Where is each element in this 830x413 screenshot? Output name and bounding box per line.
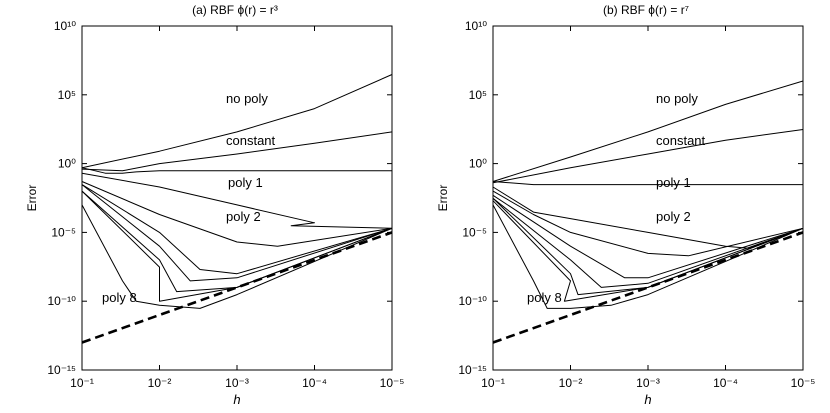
series-line-5 [492, 194, 804, 279]
series-line-6 [492, 197, 804, 288]
series-line-8 [81, 190, 393, 302]
y-tick-label: 10⁻¹⁵ [47, 363, 76, 377]
series-line-3 [492, 186, 804, 249]
y-tick-label: 10¹⁰ [54, 19, 76, 33]
curve-annotation: poly 2 [226, 209, 261, 224]
chart-title: (a) RBF ϕ(r) = r³ [192, 3, 278, 17]
reference-dashed-line [81, 231, 393, 344]
series-line-0 [81, 74, 393, 169]
curve-annotation: constant [226, 133, 276, 148]
plot-frame [492, 25, 804, 371]
series-line-7 [81, 190, 393, 293]
curve-annotation: poly 1 [228, 175, 263, 190]
series-line-1 [81, 131, 393, 172]
y-tick-label: 10⁻⁵ [51, 225, 76, 239]
curve-annotation: no poly [226, 91, 268, 106]
plot-frame [81, 25, 393, 371]
y-axis-label: Error [25, 185, 39, 212]
y-tick-label: 10⁻⁵ [462, 225, 487, 239]
x-axis-label: h [644, 392, 651, 407]
y-axis-label: Error [436, 185, 450, 212]
chart-panel-a: 10⁻¹ 10⁻² 10⁻³ 10⁻⁴ 10⁻⁵ 10¹⁰ 10⁵ 10⁰ 10⁻⁵ 10⁻¹⁰ 1… [25, 3, 404, 407]
series-line-2 [492, 181, 803, 186]
series-line-6 [81, 184, 393, 282]
curve-annotation: no poly [656, 91, 698, 106]
chart-title: (b) RBF ϕ(r) = r⁷ [603, 3, 689, 17]
series-line-2 [81, 167, 392, 174]
curve-annotation: poly 2 [656, 209, 691, 224]
chart-panel-b: 10⁻¹ 10⁻² 10⁻³ 10⁻⁴ 10⁻⁵ 10¹⁰ 10⁵ 10⁰ 10⁻⁵ 10⁻¹⁰ 1… [436, 3, 815, 407]
x-tick-label: 10⁻⁵ [791, 376, 816, 390]
y-tick-label: 10⁻¹⁰ [48, 294, 77, 308]
x-tick-label: 10⁻⁴ [302, 376, 327, 390]
curve-annotation: poly 8 [102, 290, 137, 305]
y-tick-label: 10⁰ [58, 157, 76, 171]
curve-annotation: poly 8 [527, 290, 562, 305]
reference-dashed-line [492, 231, 804, 344]
x-tick-label: 10⁻⁴ [713, 376, 738, 390]
series-line-8 [492, 200, 804, 302]
series-line-0 [492, 80, 804, 182]
y-tick-label: 10⁰ [469, 157, 487, 171]
x-tick-label: 10⁻¹ [481, 376, 505, 390]
x-axis-label: h [233, 392, 240, 407]
x-tick-label: 10⁻³ [636, 376, 660, 390]
x-tick-label: 10⁻² [559, 376, 583, 390]
series-line-1 [492, 129, 804, 184]
x-tick-label: 10⁻² [148, 376, 172, 390]
y-tick-label: 10⁵ [469, 88, 487, 102]
y-tick-label: 10⁻¹⁰ [459, 294, 488, 308]
y-tick-label: 10¹⁰ [465, 19, 487, 33]
y-tick-label: 10⁵ [58, 88, 76, 102]
curve-annotation: poly 1 [656, 175, 691, 190]
series-line-9 [492, 204, 804, 309]
y-tick-label: 10⁻¹⁵ [458, 363, 487, 377]
series-line-3 [81, 172, 393, 229]
curve-annotation: constant [656, 133, 706, 148]
x-tick-label: 10⁻⁵ [380, 376, 405, 390]
series-line-4 [81, 181, 393, 247]
x-tick-label: 10⁻³ [225, 376, 249, 390]
series-line-5 [81, 184, 393, 275]
series-line-4 [492, 190, 804, 257]
series-line-9 [81, 204, 393, 309]
x-tick-label: 10⁻¹ [70, 376, 94, 390]
